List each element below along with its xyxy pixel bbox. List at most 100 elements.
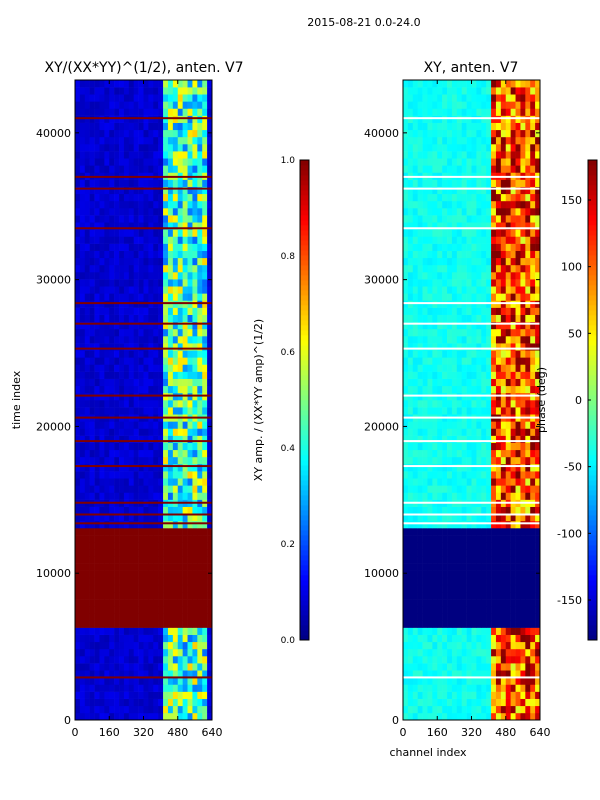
- heatmap-cell: [197, 464, 203, 472]
- heatmap-cell: [89, 613, 95, 621]
- heatmap-cell: [432, 336, 438, 344]
- heatmap-cell: [99, 606, 105, 614]
- heatmap-cell: [167, 570, 174, 579]
- heatmap-cell: [451, 684, 458, 692]
- heatmap-cell: [456, 712, 463, 721]
- heatmap-cell: [143, 684, 149, 692]
- heatmap-cell: [207, 563, 213, 571]
- heatmap-cell: [143, 101, 149, 109]
- heatmap-cell: [133, 492, 139, 500]
- heatmap-cell: [495, 656, 502, 664]
- colorbar-step: [300, 460, 309, 466]
- heatmap-cell: [427, 613, 433, 621]
- heatmap-cell: [99, 87, 105, 95]
- flagged-row: [75, 501, 212, 504]
- heatmap-cell: [432, 449, 438, 458]
- heatmap-cell: [520, 314, 526, 323]
- heatmap-cell: [510, 144, 516, 152]
- heatmap-cell: [407, 520, 414, 529]
- heatmap-cell: [187, 279, 193, 287]
- heatmap-cell: [456, 307, 463, 315]
- heatmap-cell: [187, 293, 193, 301]
- colorbar-tick-label: 0.0: [281, 636, 296, 646]
- heatmap-cell: [114, 563, 120, 571]
- heatmap-cell: [456, 385, 463, 394]
- heatmap-cell: [437, 577, 443, 586]
- heatmap-cell: [182, 343, 188, 351]
- heatmap-cell: [109, 250, 115, 259]
- heatmap-cell: [119, 520, 125, 529]
- heatmap-cell: [192, 350, 198, 358]
- colorbar-step: [300, 450, 309, 456]
- heatmap-cell: [75, 478, 81, 486]
- heatmap-cell: [510, 336, 516, 344]
- heatmap-cell: [84, 705, 90, 714]
- heatmap-cell: [481, 343, 487, 351]
- heatmap-cell: [525, 222, 531, 230]
- heatmap-cell: [143, 314, 149, 323]
- heatmap-cell: [89, 378, 95, 387]
- heatmap-cell: [163, 492, 169, 500]
- heatmap-cell: [177, 407, 183, 415]
- heatmap-cell: [158, 378, 164, 387]
- heatmap-cell: [75, 400, 81, 408]
- heatmap-cell: [403, 286, 409, 294]
- heatmap-cell: [535, 336, 541, 344]
- heatmap-cell: [437, 165, 443, 173]
- heatmap-cell: [481, 328, 487, 337]
- heatmap-cell: [123, 350, 130, 358]
- heatmap-cell: [202, 385, 208, 394]
- y-tick-label: 20000: [36, 420, 71, 433]
- heatmap-cell: [486, 556, 492, 564]
- heatmap-cell: [530, 506, 536, 515]
- heatmap-cell: [451, 592, 458, 600]
- heatmap-cell: [153, 364, 159, 372]
- heatmap-cell: [79, 528, 86, 536]
- heatmap-cell: [471, 257, 477, 266]
- heatmap-cell: [89, 428, 95, 436]
- heatmap-cell: [476, 471, 482, 479]
- heatmap-cell: [94, 151, 100, 159]
- heatmap-cell: [427, 435, 433, 443]
- heatmap-cell: [207, 80, 213, 88]
- heatmap-cell: [133, 528, 139, 536]
- heatmap-cell: [451, 627, 458, 635]
- heatmap-cell: [177, 641, 183, 650]
- heatmap-cell: [109, 293, 115, 301]
- heatmap-cell: [510, 200, 516, 209]
- heatmap-cell: [104, 584, 110, 593]
- heatmap-cell: [89, 670, 95, 678]
- heatmap-cell: [510, 456, 516, 465]
- heatmap-cell: [520, 513, 526, 522]
- heatmap-cell: [495, 641, 502, 650]
- heatmap-cell: [407, 222, 414, 230]
- left-colorbar-label: XY amp. / (XX*YY amp)^(1/2): [252, 319, 265, 481]
- heatmap-cell: [109, 129, 115, 138]
- heatmap-cell: [481, 549, 487, 557]
- heatmap-cell: [99, 641, 105, 650]
- heatmap-cell: [447, 343, 453, 351]
- heatmap-cell: [486, 193, 492, 202]
- heatmap-cell: [128, 513, 135, 522]
- heatmap-cell: [481, 471, 487, 479]
- heatmap-cell: [515, 613, 521, 621]
- heatmap-cell: [177, 272, 183, 280]
- heatmap-cell: [172, 698, 179, 707]
- heatmap-cell: [432, 208, 438, 216]
- heatmap-cell: [143, 336, 149, 344]
- heatmap-cell: [99, 343, 105, 351]
- heatmap-cell: [143, 506, 149, 515]
- heatmap-cell: [520, 577, 526, 586]
- heatmap-cell: [163, 535, 169, 543]
- heatmap-cell: [89, 698, 95, 707]
- heatmap-cell: [197, 144, 203, 152]
- heatmap-cell: [163, 336, 169, 344]
- heatmap-cell: [422, 364, 428, 372]
- heatmap-cell: [158, 108, 164, 116]
- heatmap-cell: [167, 542, 174, 550]
- heatmap-cell: [432, 300, 438, 308]
- heatmap-cell: [128, 400, 135, 408]
- heatmap-cell: [486, 307, 492, 315]
- heatmap-cell: [500, 421, 507, 429]
- heatmap-cell: [143, 122, 149, 131]
